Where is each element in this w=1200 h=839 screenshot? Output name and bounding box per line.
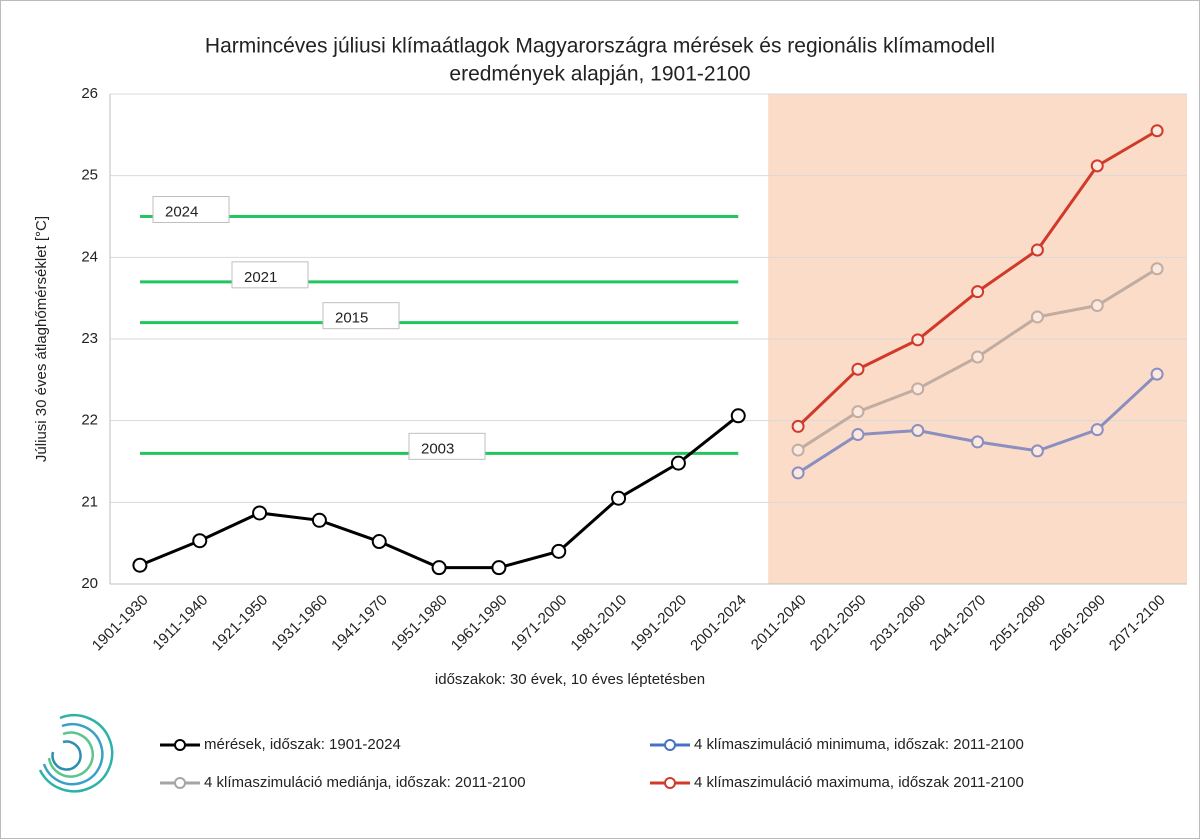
chart-title: Harmincéves júliusi klímaátlagok Magyaro… [205,35,995,58]
data-point [431,560,447,576]
data-point [851,428,865,442]
data-point [791,466,805,480]
data-point [1150,367,1164,381]
data-point [851,362,865,376]
legend-label: mérések, időszak: 1901-2024 [204,736,401,753]
logo [38,714,114,793]
reference-label: 2003 [421,440,454,457]
data-point [911,423,925,437]
reference-label-box [408,432,486,460]
data-point [971,350,985,364]
data-point [491,560,507,576]
data-point [192,533,208,549]
data-point [1150,262,1164,276]
data-point [1090,299,1104,313]
data-point [371,534,387,550]
reference-label: 2024 [165,203,198,220]
data-point [851,405,865,419]
data-point [311,512,327,528]
legend-marker [664,777,676,789]
data-point [1090,159,1104,173]
logo-arc [51,740,82,771]
chart-title: eredmények alapján, 1901-2100 [449,63,750,86]
logo-arc [42,722,104,786]
reference-label-box [152,196,230,223]
data-point [1030,243,1044,257]
reference-label-box [231,261,309,289]
data-point [1030,310,1044,324]
y-axis-title: Júliusi 30 éves átlaghőmérséklet [°C] [33,216,50,462]
legend-marker [174,739,186,751]
legend-label: 4 klímaszimuláció maximuma, időszak 2011… [694,774,1024,791]
data-point [1030,444,1044,458]
y-tick-label: 23 [81,330,98,347]
data-point [911,333,925,347]
data-point [791,443,805,457]
data-point [911,382,925,396]
y-tick-label: 22 [81,412,98,429]
data-point [670,455,686,471]
legend-label: 4 klímaszimuláció mediánja, időszak: 201… [204,774,526,791]
reference-label: 2015 [335,310,368,327]
y-tick-label: 24 [81,248,98,265]
logo-arc [38,714,114,793]
data-point [971,435,985,449]
y-tick-label: 25 [81,167,98,184]
data-point [551,543,567,559]
y-tick-label: 20 [81,575,98,592]
data-point [132,557,148,573]
y-tick-label: 26 [81,85,98,102]
data-point [1150,124,1164,138]
data-point [611,490,627,506]
data-point [1090,423,1104,437]
x-axis-title: időszakok: 30 évek, 10 éves léptetésben [435,671,705,688]
data-point [252,505,268,521]
data-point [730,408,746,424]
y-tick-label: 21 [81,493,98,510]
data-point [971,285,985,299]
reference-label: 2021 [244,269,277,286]
reference-label-box [322,302,400,330]
legend-marker [664,739,676,751]
legend-marker [174,777,186,789]
legend-label: 4 klímaszimuláció minimuma, időszak: 201… [694,736,1024,753]
logo-arc [47,731,94,778]
data-point [791,419,805,433]
